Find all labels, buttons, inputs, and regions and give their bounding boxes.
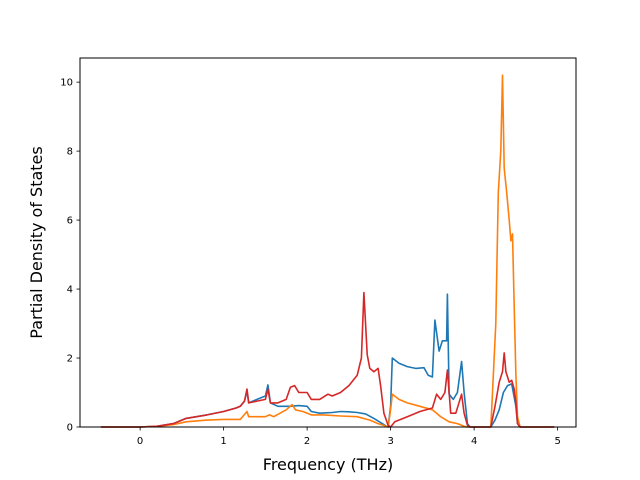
y-tick-label: 4 (67, 285, 73, 296)
x-tick-label: 2 (304, 436, 310, 447)
x-tick-label: 0 (137, 436, 143, 447)
x-tick-label: 1 (220, 436, 226, 447)
y-tick-label: 8 (67, 147, 73, 158)
x-tick-label: 3 (387, 436, 393, 447)
y-axis-label: Partial Density of States (27, 146, 46, 338)
plot-frame (79, 57, 577, 428)
series-layer (100, 74, 555, 428)
series-line-2 (100, 74, 555, 428)
series-line-1 (100, 293, 555, 428)
y-tick-label: 2 (67, 354, 73, 365)
x-axis-label: Frequency (THz) (263, 455, 393, 474)
y-tick-label: 0 (67, 423, 73, 434)
series-line-3 (100, 291, 555, 428)
y-tick-label: 6 (67, 216, 73, 227)
x-axis-ticks: 0 1 2 3 4 5 (137, 427, 561, 447)
y-tick-label: 10 (60, 78, 73, 89)
x-tick-label: 5 (554, 436, 560, 447)
plot-area (79, 57, 577, 428)
y-axis-ticks: 0 2 4 6 8 10 (60, 78, 80, 434)
x-tick-label: 4 (471, 436, 477, 447)
